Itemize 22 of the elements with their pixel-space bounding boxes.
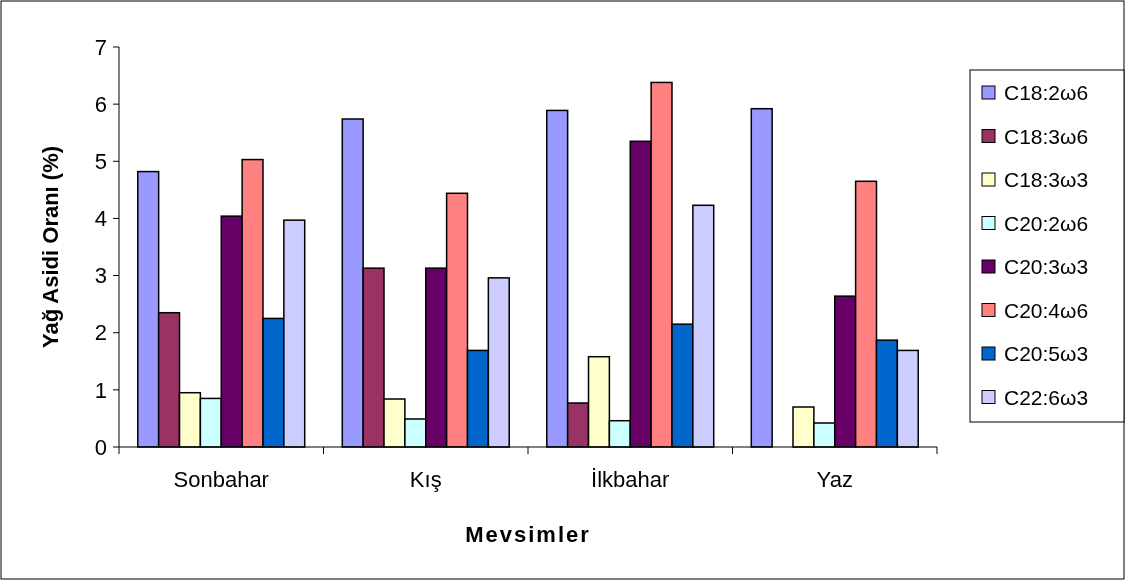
legend-label: C20:4ω6 [1004,298,1089,322]
x-tick-label: İlkbahar [591,467,670,492]
y-tick-label: 0 [94,434,107,460]
legend-label: C18:2ω6 [1004,81,1089,105]
y-tick-label: 5 [94,148,107,174]
legend-label: C22:6ω3 [1004,385,1089,409]
y-axis-title: Yağ Asidi Oranı (%) [38,145,63,349]
y-tick-label: 7 [94,34,107,60]
y-tick-label: 2 [94,320,107,346]
x-tick-label: Kış [409,467,442,492]
legend-label: C20:3ω3 [1004,255,1089,279]
y-tick-label: 3 [94,263,107,289]
legend-label: C20:2ω6 [1004,211,1089,235]
legend-label: C18:3ω3 [1004,168,1089,192]
legend-label: C20:5ω3 [1004,342,1089,366]
x-axis-title: Mevsimler [465,522,591,547]
x-tick-label: Yaz [816,467,853,492]
x-tick-label: Sonbahar [173,467,269,492]
y-tick-label: 4 [94,206,107,232]
legend-label: C18:3ω6 [1004,124,1089,148]
y-tick-label: 1 [94,377,107,403]
y-tick-label: 6 [94,91,107,117]
